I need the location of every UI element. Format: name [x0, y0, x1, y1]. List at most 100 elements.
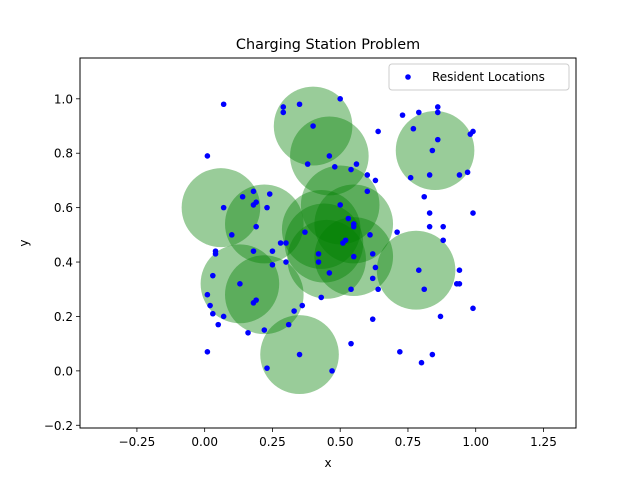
legend-marker	[405, 74, 411, 80]
resident-point	[304, 161, 311, 167]
y-tick-label: 0.4	[54, 256, 73, 270]
resident-point	[264, 204, 270, 211]
resident-point	[250, 248, 257, 254]
resident-point	[212, 251, 219, 257]
coverage-circle	[281, 189, 361, 269]
resident-point	[372, 264, 379, 271]
resident-point	[337, 202, 343, 208]
coverage-circle	[284, 203, 364, 283]
resident-point	[372, 177, 379, 184]
plot-frame	[79, 57, 577, 429]
x-tick-label: 1.00	[462, 435, 489, 449]
x-tick-label: 0.25	[259, 435, 286, 449]
resident-point	[326, 270, 333, 276]
resident-point	[337, 96, 343, 102]
y-axis-title: y	[17, 239, 31, 246]
resident-point	[353, 161, 360, 167]
resident-point	[315, 259, 322, 265]
resident-point	[394, 229, 400, 235]
resident-point	[440, 223, 446, 230]
resident-point	[207, 302, 213, 309]
resident-point	[250, 202, 257, 208]
resident-point	[326, 153, 333, 159]
resident-point	[215, 321, 222, 328]
resident-point	[253, 297, 259, 303]
resident-point	[269, 248, 276, 254]
resident-point	[204, 153, 211, 159]
y-tick-label: 1.0	[54, 92, 73, 106]
legend-box	[388, 63, 570, 91]
resident-point	[250, 188, 257, 195]
resident-point	[253, 223, 259, 230]
x-tick-label: 1.25	[530, 435, 557, 449]
resident-point	[266, 191, 273, 197]
x-tick-label: 0.50	[327, 435, 354, 449]
resident-point	[434, 104, 441, 110]
legend-label: Resident Locations	[432, 70, 545, 84]
resident-point	[280, 109, 287, 116]
resident-point	[367, 232, 373, 238]
resident-point	[364, 188, 371, 195]
resident-point	[369, 316, 376, 322]
resident-point	[228, 232, 235, 238]
x-tick-label: 0.00	[191, 435, 218, 449]
resident-point	[296, 101, 303, 108]
resident-point	[204, 349, 211, 355]
chart-title: Charging Station Problem	[236, 37, 420, 53]
resident-point	[407, 174, 414, 181]
resident-point	[399, 112, 406, 118]
resident-point	[237, 281, 243, 287]
resident-point	[418, 359, 425, 366]
y-tick-label: 0.6	[54, 201, 73, 215]
x-tick-label: 0.75	[395, 435, 422, 449]
resident-point	[318, 294, 325, 301]
y-tick-label: 0.8	[54, 147, 73, 161]
resident-point	[456, 281, 463, 287]
resident-point	[340, 240, 346, 246]
resident-point	[329, 368, 335, 374]
resident-point	[210, 272, 216, 279]
resident-point	[415, 109, 422, 116]
resident-point	[299, 302, 306, 309]
resident-point	[239, 193, 246, 200]
resident-point	[296, 351, 303, 358]
resident-point	[245, 329, 251, 336]
resident-point	[421, 193, 428, 200]
x-axis: −0.25 0.00 0.25 0.50 0.75 1.00 1.25	[119, 428, 557, 449]
y-axis: −0.2 0.0 0.2 0.4 0.6 0.8 1.0	[44, 92, 80, 433]
coverage-circle	[225, 255, 304, 335]
resident-point	[470, 128, 476, 135]
resident-point	[350, 253, 357, 260]
resident-point	[397, 349, 403, 355]
resident-point	[440, 237, 446, 244]
resident-point	[280, 104, 287, 110]
resident-point	[220, 204, 227, 211]
resident-point	[369, 275, 376, 282]
resident-point	[434, 109, 441, 116]
resident-point	[429, 351, 436, 358]
resident-point	[264, 365, 270, 371]
x-axis-title: x	[324, 456, 331, 470]
resident-point	[410, 125, 417, 132]
resident-point	[315, 251, 322, 257]
resident-point	[345, 215, 352, 222]
resident-point	[456, 172, 463, 178]
resident-point	[350, 223, 357, 230]
resident-point	[277, 240, 284, 246]
resident-point	[426, 223, 433, 230]
resident-point	[415, 267, 422, 274]
legend: Resident Locations	[388, 63, 570, 91]
resident-point	[369, 251, 376, 257]
resident-point	[220, 313, 227, 320]
resident-point	[364, 172, 371, 178]
resident-points	[204, 96, 476, 374]
resident-point	[464, 169, 471, 176]
x-tick-label: −0.25	[119, 435, 156, 449]
resident-point	[470, 210, 476, 216]
y-tick-label: 0.2	[54, 310, 73, 324]
resident-point	[283, 259, 289, 265]
resident-point	[269, 261, 276, 268]
resident-point	[310, 123, 316, 129]
resident-point	[437, 313, 444, 320]
